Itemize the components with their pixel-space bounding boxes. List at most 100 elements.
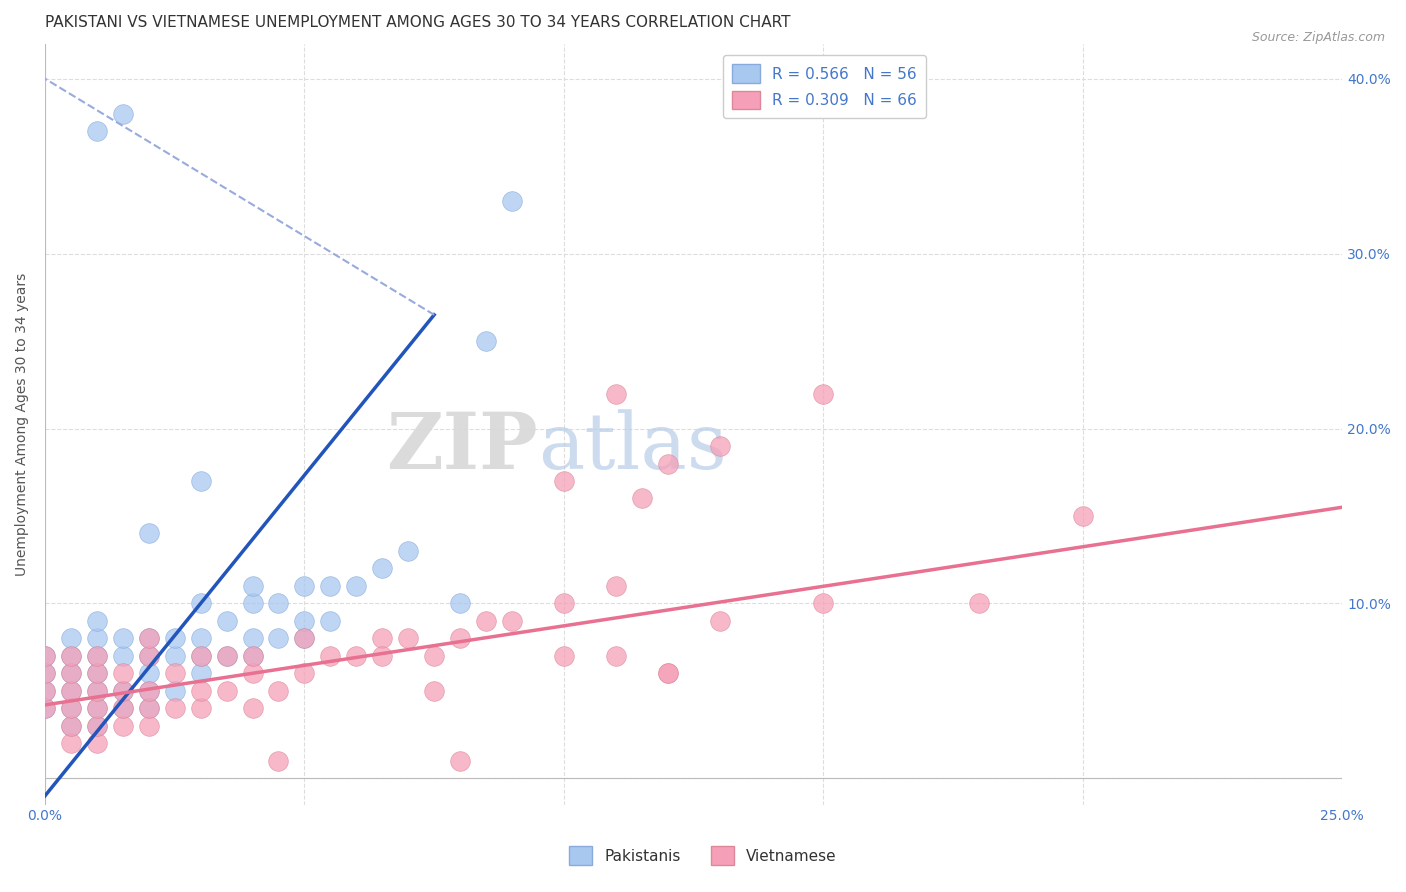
Point xyxy=(163,666,186,681)
Point xyxy=(86,648,108,663)
Text: atlas: atlas xyxy=(538,409,727,485)
Point xyxy=(111,701,134,715)
Point xyxy=(813,386,835,401)
Point xyxy=(34,666,56,681)
Point xyxy=(242,666,264,681)
Point xyxy=(294,666,316,681)
Point xyxy=(59,648,82,663)
Point xyxy=(242,701,264,715)
Point xyxy=(138,632,160,646)
Point xyxy=(59,632,82,646)
Point xyxy=(59,666,82,681)
Point xyxy=(86,648,108,663)
Point xyxy=(215,684,238,698)
Point xyxy=(86,666,108,681)
Point xyxy=(449,597,471,611)
Point xyxy=(709,614,731,628)
Point xyxy=(294,632,316,646)
Point xyxy=(242,597,264,611)
Point xyxy=(475,334,498,348)
Point xyxy=(294,614,316,628)
Point xyxy=(423,648,446,663)
Point xyxy=(190,597,212,611)
Point xyxy=(59,719,82,733)
Legend: R = 0.566   N = 56, R = 0.309   N = 66: R = 0.566 N = 56, R = 0.309 N = 66 xyxy=(723,55,927,119)
Point xyxy=(138,719,160,733)
Point xyxy=(190,684,212,698)
Point xyxy=(86,736,108,750)
Point xyxy=(267,597,290,611)
Point xyxy=(190,666,212,681)
Point xyxy=(59,719,82,733)
Point xyxy=(111,684,134,698)
Point xyxy=(267,684,290,698)
Point xyxy=(344,648,367,663)
Point xyxy=(59,701,82,715)
Point xyxy=(138,684,160,698)
Point xyxy=(111,666,134,681)
Point xyxy=(86,614,108,628)
Point xyxy=(553,648,575,663)
Point xyxy=(34,701,56,715)
Point xyxy=(967,597,990,611)
Text: ZIP: ZIP xyxy=(387,409,538,485)
Point xyxy=(605,648,627,663)
Point xyxy=(319,579,342,593)
Point xyxy=(111,106,134,120)
Point xyxy=(86,684,108,698)
Point xyxy=(605,386,627,401)
Point xyxy=(86,666,108,681)
Point xyxy=(138,526,160,541)
Point xyxy=(657,666,679,681)
Point xyxy=(190,701,212,715)
Point xyxy=(294,632,316,646)
Point xyxy=(190,648,212,663)
Point xyxy=(630,491,652,506)
Point xyxy=(553,597,575,611)
Point xyxy=(163,684,186,698)
Y-axis label: Unemployment Among Ages 30 to 34 years: Unemployment Among Ages 30 to 34 years xyxy=(15,273,30,575)
Point xyxy=(111,648,134,663)
Point xyxy=(242,648,264,663)
Point xyxy=(138,701,160,715)
Point xyxy=(59,736,82,750)
Point xyxy=(86,701,108,715)
Point xyxy=(111,701,134,715)
Point xyxy=(190,474,212,488)
Point xyxy=(34,648,56,663)
Point xyxy=(242,579,264,593)
Point xyxy=(449,754,471,768)
Point xyxy=(86,632,108,646)
Point xyxy=(396,632,419,646)
Point xyxy=(138,648,160,663)
Legend: Pakistanis, Vietnamese: Pakistanis, Vietnamese xyxy=(562,840,844,871)
Point xyxy=(423,684,446,698)
Point xyxy=(34,666,56,681)
Point xyxy=(190,632,212,646)
Point xyxy=(396,544,419,558)
Point xyxy=(657,457,679,471)
Point xyxy=(319,614,342,628)
Point xyxy=(34,684,56,698)
Point xyxy=(163,701,186,715)
Point xyxy=(34,701,56,715)
Point xyxy=(86,684,108,698)
Point xyxy=(657,666,679,681)
Point xyxy=(138,701,160,715)
Point xyxy=(138,684,160,698)
Point xyxy=(813,597,835,611)
Point xyxy=(215,648,238,663)
Point xyxy=(59,684,82,698)
Point xyxy=(294,579,316,593)
Point xyxy=(371,632,394,646)
Point xyxy=(553,474,575,488)
Point xyxy=(344,579,367,593)
Point xyxy=(138,666,160,681)
Point xyxy=(59,684,82,698)
Point xyxy=(267,754,290,768)
Point xyxy=(605,579,627,593)
Point xyxy=(59,648,82,663)
Point xyxy=(319,648,342,663)
Point xyxy=(138,632,160,646)
Point xyxy=(501,194,523,208)
